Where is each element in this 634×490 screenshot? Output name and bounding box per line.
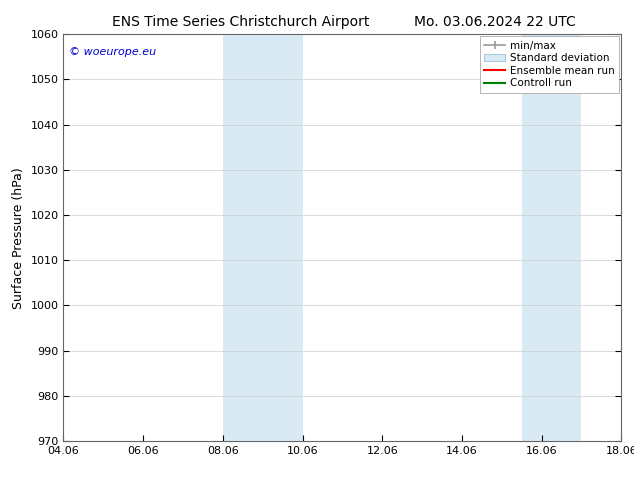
- Text: © woeurope.eu: © woeurope.eu: [69, 47, 156, 56]
- Y-axis label: Surface Pressure (hPa): Surface Pressure (hPa): [12, 167, 25, 309]
- Legend: min/max, Standard deviation, Ensemble mean run, Controll run: min/max, Standard deviation, Ensemble me…: [480, 36, 619, 93]
- Text: Mo. 03.06.2024 22 UTC: Mo. 03.06.2024 22 UTC: [413, 15, 576, 29]
- Bar: [223, 34, 302, 441]
- Bar: [522, 34, 581, 441]
- Text: ENS Time Series Christchurch Airport: ENS Time Series Christchurch Airport: [112, 15, 370, 29]
